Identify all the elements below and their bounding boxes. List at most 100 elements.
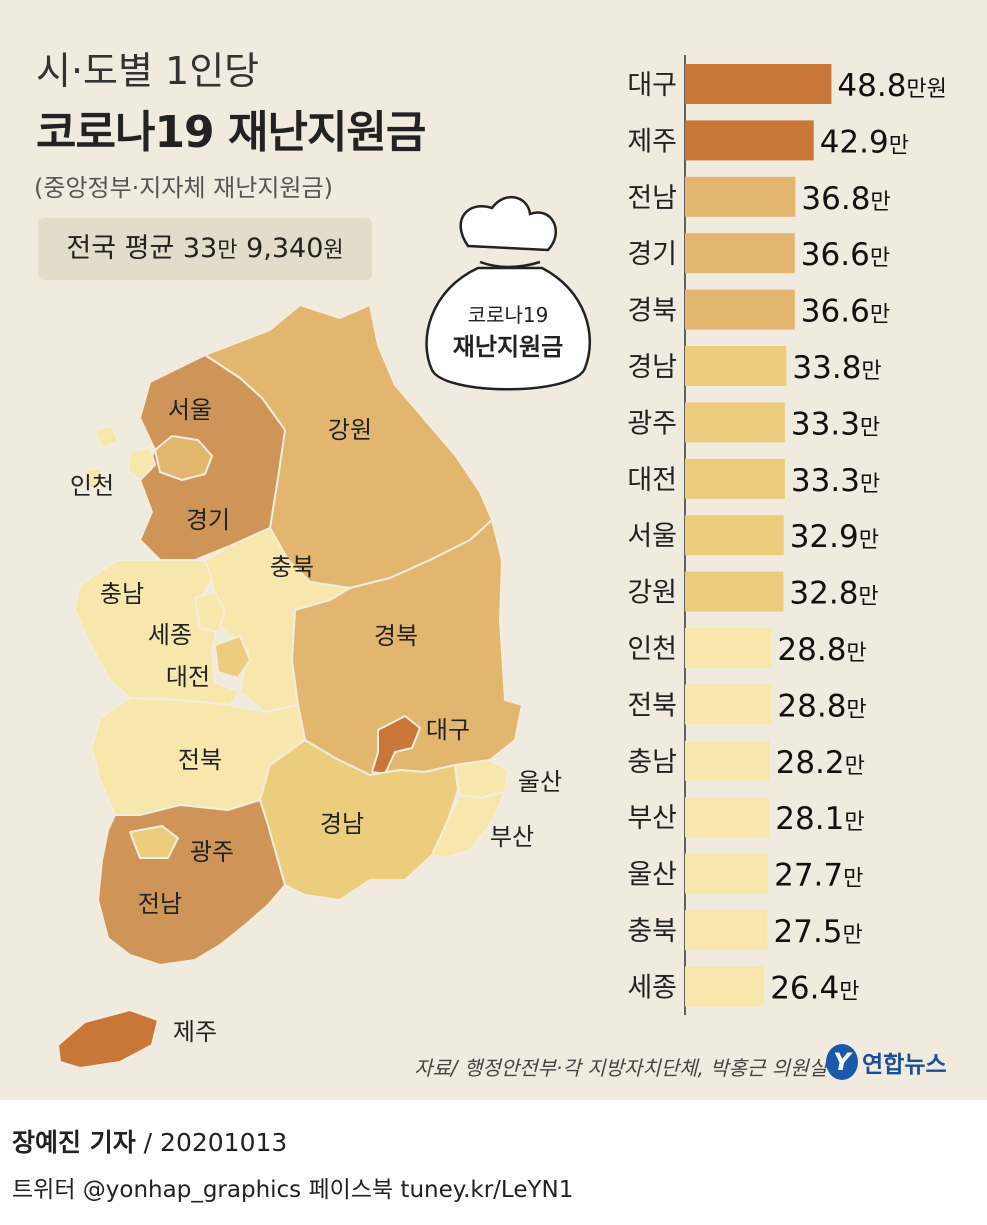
- category-label: 충남: [627, 747, 677, 778]
- region-incheon-island1: [94, 425, 119, 449]
- bar: [685, 684, 772, 725]
- category-label: 인천: [627, 634, 677, 665]
- money-bag-line1: 코로나19: [468, 303, 549, 327]
- value-label: 33.3만: [791, 406, 880, 442]
- bar: [685, 64, 832, 104]
- category-label: 세종: [627, 972, 677, 1003]
- value-label: 27.5만: [774, 914, 863, 950]
- label-gyeonggi: 경기: [186, 506, 230, 534]
- national-average-unit2: 원: [323, 238, 344, 263]
- title-line1: 시·도별 1인당: [36, 49, 260, 93]
- region-jeonnam: [97, 799, 286, 966]
- region-seoul: [154, 435, 213, 481]
- value-label: 28.8만: [777, 688, 866, 724]
- region-incheon-island2: [83, 467, 105, 489]
- value-label: 42.9만: [820, 124, 909, 160]
- label-chungbuk: 충북: [270, 553, 314, 581]
- category-label: 경북: [627, 296, 677, 327]
- reporter-line: 장예진 기자 / 20201013: [12, 1123, 287, 1159]
- bar: [685, 402, 785, 443]
- category-label: 서울: [627, 521, 677, 552]
- money-bag-icon: 코로나19 재난지원금: [425, 195, 592, 391]
- region-incheon: [127, 447, 156, 481]
- value-label: 32.9만: [790, 519, 879, 555]
- label-gwangju: 광주: [190, 838, 234, 866]
- category-label: 대전: [627, 465, 677, 496]
- value-label: 28.8만: [777, 632, 866, 668]
- label-gangwon: 강원: [328, 416, 372, 444]
- subtitle: (중앙정부·지자체 재난지원금): [34, 174, 333, 202]
- label-gyeongbuk: 경북: [374, 622, 418, 650]
- category-label: 울산: [627, 860, 677, 891]
- national-average-label: 전국 평균 33: [66, 233, 218, 264]
- category-label: 부산: [627, 803, 677, 834]
- yonhap-logo-text: 연합뉴스: [862, 1052, 947, 1078]
- category-label: 전북: [627, 690, 677, 721]
- region-gwangju: [129, 825, 179, 859]
- label-seoul: 서울: [168, 396, 212, 424]
- korea-map: 서울 인천 경기 강원 충북 충남 세종 대전 경북 대구 울산 부산 전북 경…: [57, 195, 592, 1069]
- value-label: 48.8만원: [837, 68, 947, 104]
- bar: [685, 910, 768, 950]
- bar: [685, 515, 784, 556]
- bar: [685, 458, 785, 499]
- bar: [685, 120, 814, 161]
- label-ulsan: 울산: [518, 768, 562, 796]
- region-sejong: [194, 591, 226, 633]
- value-label: 26.4만: [770, 970, 859, 1006]
- value-label: 33.3만: [791, 463, 880, 499]
- reporter-name: 장예진 기자: [12, 1128, 136, 1157]
- national-average-unit1: 만: [217, 238, 238, 263]
- label-busan: 부산: [490, 823, 534, 851]
- value-label: 36.8만: [801, 181, 890, 217]
- label-jeju: 제주: [173, 1018, 217, 1046]
- category-label: 강원: [627, 578, 677, 609]
- category-label: 전남: [627, 183, 677, 214]
- category-label: 경남: [627, 352, 677, 383]
- bar: [685, 740, 770, 781]
- value-label: 32.8만: [789, 576, 878, 612]
- reporter-date: / 20201013: [143, 1128, 288, 1157]
- value-label: 27.7만: [774, 858, 863, 894]
- bar: [685, 966, 765, 1007]
- yonhap-logo: Y 연합뉴스: [826, 1044, 947, 1084]
- region-busan: [431, 791, 506, 859]
- national-average-box: 전국 평균 33만 9,340원: [38, 218, 372, 280]
- value-label: 36.6만: [801, 294, 890, 330]
- social-links: 트위터 @yonhap_graphics 페이스북 tuney.kr/LeYN1: [12, 1177, 574, 1203]
- region-daejeon: [214, 635, 251, 679]
- yonhap-logo-icon: Y: [826, 1044, 858, 1080]
- label-daegu: 대구: [426, 716, 470, 744]
- value-label: 28.1만: [775, 801, 864, 837]
- label-jeonnam: 전남: [138, 890, 182, 918]
- region-jeju: [57, 1009, 159, 1069]
- bar: [685, 289, 795, 330]
- category-label: 광주: [627, 408, 677, 439]
- bar: [685, 628, 772, 668]
- category-label: 대구: [627, 70, 677, 101]
- bar: [685, 233, 795, 274]
- source-note: 자료/ 행정안전부·각 지방자치단체, 박홍근 의원실: [414, 1056, 827, 1080]
- bar: [685, 853, 769, 894]
- bar: [685, 797, 770, 838]
- bar: [685, 571, 784, 612]
- label-sejong: 세종: [148, 621, 192, 649]
- value-label: 36.6만: [801, 237, 890, 273]
- label-jeonbuk: 전북: [178, 746, 222, 774]
- national-average-amount: 9,340: [246, 233, 324, 264]
- money-bag-line2: 재난지원금: [453, 333, 563, 361]
- category-label: 경기: [627, 239, 677, 270]
- region-daegu: [371, 715, 421, 775]
- label-gyeongnam: 경남: [320, 810, 364, 838]
- bar: [685, 346, 787, 386]
- category-label: 제주: [627, 126, 677, 157]
- value-label: 28.2만: [776, 745, 865, 781]
- label-chungnam: 충남: [100, 580, 144, 608]
- title-line2: 코로나19 재난지원금: [36, 107, 426, 158]
- bar: [685, 176, 796, 217]
- label-incheon: 인천: [70, 472, 114, 500]
- label-daejeon: 대전: [166, 663, 210, 691]
- category-label: 충북: [627, 916, 677, 947]
- infographic-panel: 시·도별 1인당 코로나19 재난지원금 (중앙정부·지자체 재난지원금) 전국…: [0, 0, 987, 1100]
